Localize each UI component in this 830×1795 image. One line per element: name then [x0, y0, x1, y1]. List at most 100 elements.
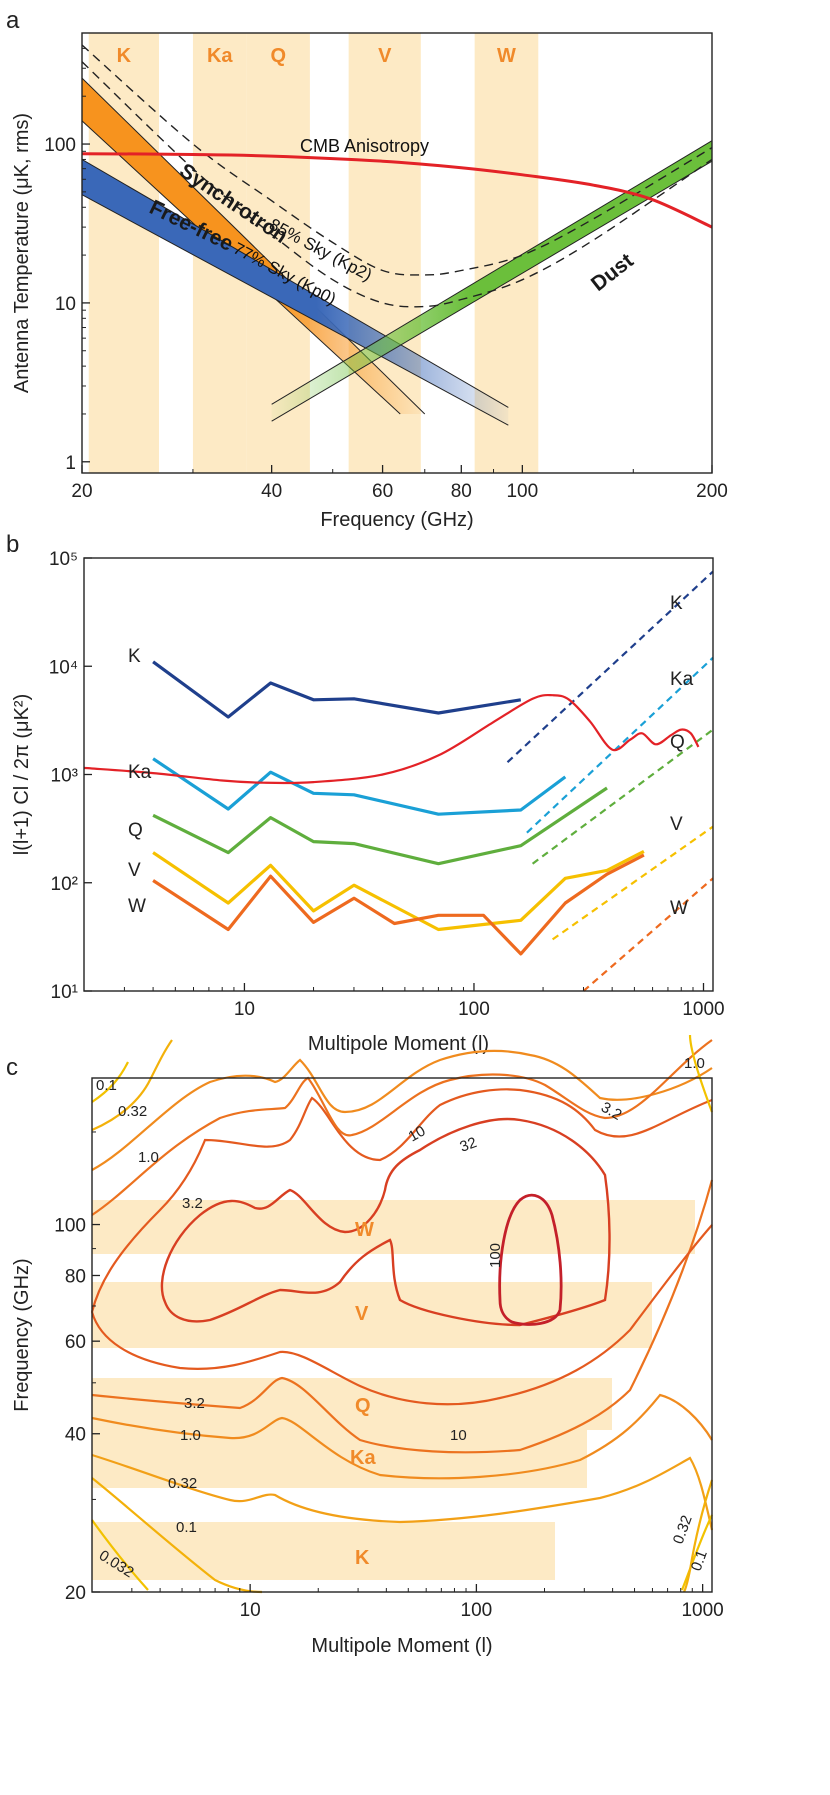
x-tick-label: 60 — [372, 481, 393, 502]
band-label-w: W — [497, 45, 516, 67]
noise-line-q — [531, 728, 714, 865]
y-axis-label: Frequency (GHz) — [11, 1258, 33, 1411]
series-v — [152, 849, 645, 932]
panel-a: a K Ka Q V W CMB Anisotropy 85% Sky (Kp2) 77… — [6, 7, 728, 531]
plot-frame — [83, 557, 714, 992]
clabel-3.2-c: 3.2 — [184, 1395, 205, 1412]
series-label-right-q: Q — [670, 732, 685, 753]
x-tick-label: 20 — [71, 481, 92, 502]
clabel-0.1-a: 0.1 — [96, 1077, 117, 1094]
panel-letter-a: a — [6, 7, 20, 34]
sky-curve — [81, 61, 713, 308]
y-tick-label: 1 — [65, 453, 76, 474]
cmb-spectrum-line — [83, 693, 700, 785]
clabel-1.0-c: 1.0 — [180, 1427, 201, 1444]
axes: 10 100 1000 10¹ 10² 10³ 10⁴ 10⁵ Multipole Moment… — [11, 549, 725, 1055]
series-label-right-ka: Ka — [670, 669, 694, 690]
series-label-left-w: W — [128, 896, 146, 917]
y-tick-label: 60 — [65, 1332, 86, 1353]
foreground-dust — [271, 140, 712, 422]
y-tick-label: 100 — [54, 1216, 86, 1237]
axes: 20 40 60 80 100 200 1 10 100 Frequency (GHz) Anten… — [11, 47, 728, 531]
frequency-bands — [92, 1200, 695, 1580]
noise-line-v — [551, 825, 714, 941]
series-label-right-v: V — [670, 814, 683, 835]
clabel-0.32-b: 0.32 — [168, 1475, 197, 1492]
series-label-left-q: Q — [128, 820, 143, 841]
noise-line-ka — [526, 656, 714, 834]
dust-label: Dust — [587, 249, 638, 296]
sky-curves — [81, 44, 713, 308]
x-tick-label: 100 — [461, 1600, 493, 1621]
y-tick-label: 40 — [65, 1425, 86, 1446]
plot-frame — [81, 32, 713, 474]
contour-0.1-br — [680, 1514, 713, 1591]
clabel-0.32-a: 0.32 — [118, 1103, 147, 1120]
band-ka — [92, 1430, 587, 1488]
y-tick-label: 10⁴ — [49, 657, 78, 678]
clabel-32: 32 — [458, 1134, 479, 1156]
foreground-edge — [271, 140, 713, 405]
series-label-left-ka: Ka — [128, 762, 152, 783]
y-tick-label: 80 — [65, 1266, 86, 1287]
clabel-0.1-c: 0.1 — [688, 1548, 711, 1573]
contour-100 — [498, 1193, 563, 1326]
contour-0.32-lower — [91, 1453, 714, 1531]
x-tick-label: 1000 — [682, 999, 724, 1020]
y-tick-label: 100 — [44, 135, 76, 156]
x-tick-label: 10 — [234, 999, 255, 1020]
clabel-3.2-a: 3.2 — [182, 1195, 203, 1212]
contour-3.2-lower — [91, 1179, 714, 1454]
x-tick-label: 1000 — [681, 1600, 723, 1621]
x-tick-label: 40 — [261, 481, 282, 502]
y-axis-label: Antenna Temperature (μK, rms) — [11, 113, 33, 393]
band-labels: W V Q Ka K — [350, 1219, 376, 1569]
y-tick-label: 10⁵ — [49, 549, 78, 570]
x-axis-label: Multipole Moment (l) — [311, 1635, 492, 1657]
series-q — [152, 786, 608, 866]
panel-c: c — [6, 1034, 724, 1657]
y-tick-label: 10² — [51, 874, 78, 895]
x-axis-label: Multipole Moment (l) — [308, 1033, 489, 1055]
clabel-0.1-b: 0.1 — [176, 1519, 197, 1536]
y-tick-label: 10¹ — [51, 982, 78, 1003]
foreground-edge — [81, 159, 509, 408]
sky-curve — [81, 44, 713, 276]
band-label-k: K — [355, 1547, 370, 1569]
band-series — [152, 660, 645, 956]
clabel-10-a: 10 — [406, 1122, 429, 1145]
x-tick-label: 200 — [696, 481, 728, 502]
contours — [90, 1034, 714, 1594]
cmb-anisotropy-label: CMB Anisotropy — [300, 136, 429, 156]
band-label-v: V — [378, 45, 392, 67]
contour-32 — [160, 1117, 611, 1327]
band-label-q: Q — [355, 1395, 371, 1417]
clabel-10-b: 10 — [450, 1427, 467, 1444]
contour-0.032 — [91, 1519, 149, 1591]
clabel-100: 100 — [487, 1243, 504, 1268]
contour-3.2-upper — [91, 1039, 713, 1216]
band-label-ka: Ka — [207, 45, 233, 67]
band-k — [92, 1522, 555, 1580]
contour-0.1-right — [688, 1034, 714, 1113]
band-label-v: V — [355, 1303, 369, 1325]
series-w — [152, 853, 645, 956]
contour-0.32-br — [683, 1479, 714, 1593]
contour-1.0-lower — [91, 1393, 713, 1480]
series-label-left-k: K — [128, 646, 141, 667]
foreground-bands — [81, 77, 713, 426]
clabel-0.32-c: 0.32 — [670, 1513, 696, 1546]
y-tick-label: 10 — [55, 294, 76, 315]
band-label-w: W — [355, 1219, 374, 1241]
plot-frame — [91, 1077, 713, 1593]
series-label-left-v: V — [128, 860, 141, 881]
contour-0.1-lower — [91, 1477, 263, 1594]
x-tick-label: 80 — [451, 481, 472, 502]
series-label-right-k: K — [670, 593, 683, 614]
foreground-edge — [81, 194, 509, 426]
cmb-spectrum — [83, 693, 700, 785]
y-tick-label: 10³ — [51, 766, 78, 787]
